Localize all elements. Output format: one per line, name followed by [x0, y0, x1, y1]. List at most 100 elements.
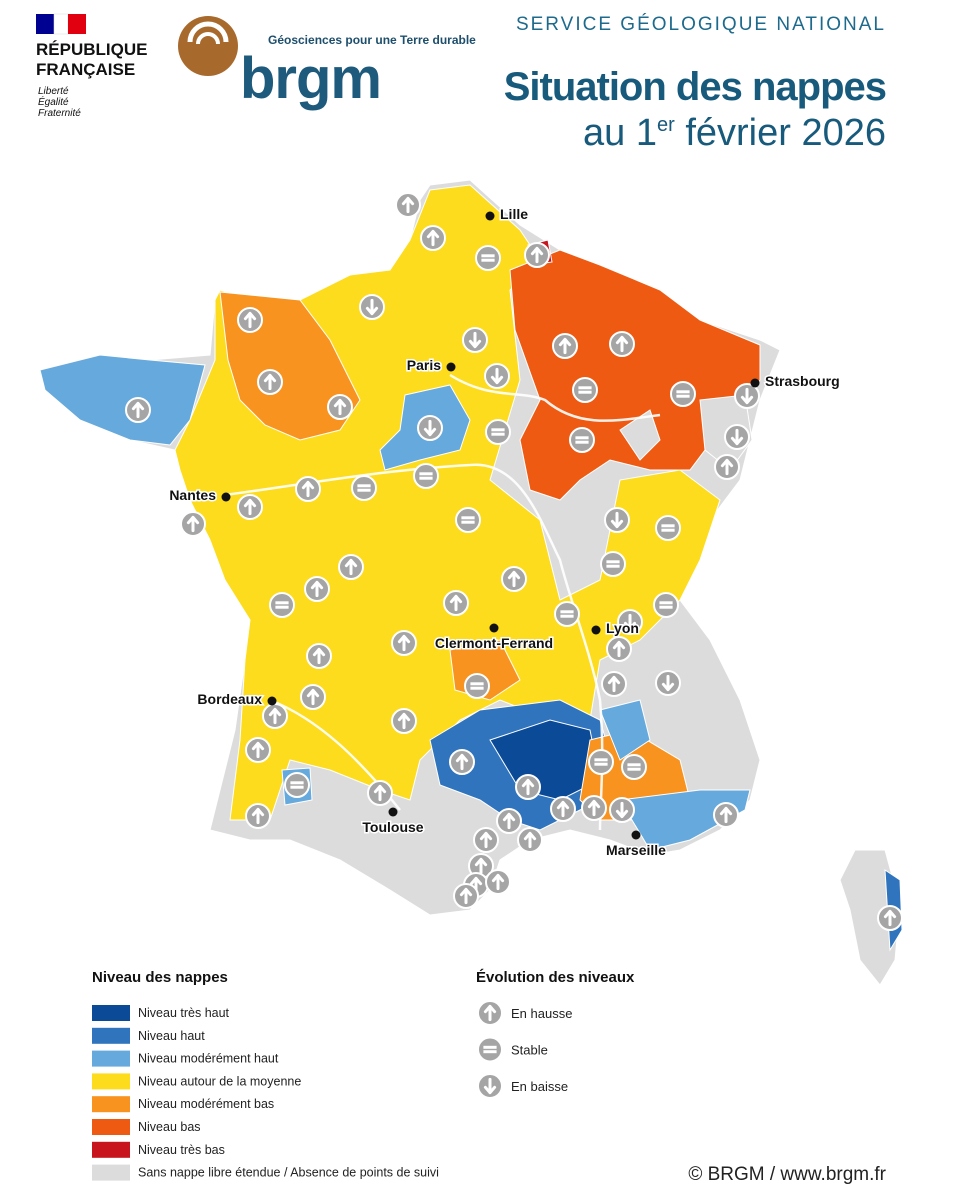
- evolution-label: Stable: [511, 1043, 548, 1058]
- legend-swatch: [92, 1005, 130, 1021]
- trend-down: [365, 298, 379, 316]
- trend-up: [373, 784, 387, 802]
- trend-up: [263, 373, 277, 391]
- trend-up: [483, 1004, 497, 1022]
- legend-label: Niveau modérément bas: [138, 1097, 274, 1111]
- trend-down: [468, 331, 482, 349]
- trend-up: [556, 800, 570, 818]
- trend-up: [426, 229, 440, 247]
- legend-label: Niveau autour de la moyenne: [138, 1074, 301, 1088]
- flag-red: [68, 14, 86, 34]
- trend-up: [397, 712, 411, 730]
- trend-up: [306, 688, 320, 706]
- trend-up: [612, 640, 626, 658]
- city-dot: [750, 378, 760, 388]
- trend-icon: [670, 381, 696, 407]
- city-dot: [388, 807, 398, 817]
- trend-down: [730, 428, 744, 446]
- trend-down: [661, 674, 675, 692]
- brgm-tagline: Géosciences pour une Terre durable: [268, 33, 476, 47]
- evolution-label: En baisse: [511, 1079, 568, 1094]
- trend-up: [131, 401, 145, 419]
- trend-up: [558, 337, 572, 355]
- trend-up: [587, 799, 601, 817]
- trend-icon: [569, 427, 595, 453]
- city-dot: [485, 211, 495, 221]
- city-label: Lyon: [606, 620, 639, 636]
- trend-icon: [477, 1036, 503, 1063]
- legend-swatch: [92, 1141, 130, 1158]
- legend-label: Sans nappe libre étendue / Absence de po…: [138, 1166, 439, 1180]
- trend-up: [530, 246, 544, 264]
- trend-up: [459, 887, 473, 905]
- river: [449, 373, 661, 422]
- trend-up: [301, 480, 315, 498]
- legend-title: Niveau des nappes: [92, 969, 228, 986]
- trend-up: [455, 753, 469, 771]
- city-label: Marseille: [606, 842, 666, 858]
- brgm-logo-arc: [187, 21, 229, 43]
- motto: Égalité: [38, 95, 69, 108]
- republique-line: RÉPUBLIQUE: [36, 40, 147, 59]
- subtitle-sup: er: [657, 114, 675, 136]
- region: [599, 699, 651, 761]
- trend-icon: [475, 245, 501, 271]
- trend-icon: [413, 463, 439, 489]
- legend-swatch: [92, 1073, 130, 1090]
- trend-up: [312, 647, 326, 665]
- city-label: Toulouse: [362, 819, 423, 835]
- legend-label: Niveau modérément haut: [138, 1052, 279, 1066]
- region: [39, 354, 206, 446]
- subtitle: au 1er février 2026: [583, 112, 886, 154]
- city-dot: [221, 492, 231, 502]
- subtitle-start: au 1: [583, 112, 657, 154]
- flag-white: [53, 13, 69, 35]
- trend-icon: [653, 592, 679, 618]
- city-dot: [591, 625, 601, 635]
- trend-up: [310, 580, 324, 598]
- trend-up: [186, 515, 200, 533]
- evolution-legend: En hausse Stable En baisse: [477, 1000, 572, 1099]
- trend-icon: [284, 772, 310, 798]
- trend-up: [268, 707, 282, 725]
- city-label: Nantes: [169, 487, 216, 503]
- city-label: Clermont-Ferrand: [435, 635, 553, 651]
- legend-swatch: [92, 1164, 130, 1181]
- legend-label: Niveau très bas: [138, 1143, 225, 1157]
- trend-icon: [621, 754, 647, 780]
- trend-down: [423, 419, 437, 437]
- legend-label: Niveau bas: [138, 1120, 201, 1134]
- legend-label: Niveau haut: [138, 1029, 205, 1043]
- republique-line: FRANÇAISE: [36, 60, 135, 79]
- region: [839, 849, 901, 986]
- trend-icon: [464, 673, 490, 699]
- trend-icon: [600, 551, 626, 577]
- region: [619, 789, 751, 851]
- trend-icon: [588, 749, 614, 775]
- service-name: SERVICE GÉOLOGIQUE NATIONAL: [516, 14, 886, 35]
- evolution-label: En hausse: [511, 1006, 572, 1021]
- city-labels: Lille Paris Strasbourg Nantes Lyon Clermont-F…: [168, 205, 841, 860]
- city-label: Bordeaux: [197, 691, 262, 707]
- city-dot: [489, 623, 499, 633]
- trend-icon: [655, 515, 681, 541]
- trend-down: [610, 511, 624, 529]
- legend: Niveau très haut Niveau haut Niveau modéré…: [92, 1005, 439, 1181]
- trend-icons: [125, 192, 903, 931]
- trend-up: [344, 558, 358, 576]
- trend-up: [883, 909, 897, 927]
- trend-down: [615, 801, 629, 819]
- trend-up: [720, 458, 734, 476]
- trend-up: [719, 806, 733, 824]
- legend-swatch: [92, 1050, 130, 1067]
- trend-up: [479, 831, 493, 849]
- trend-icon: [455, 507, 481, 533]
- trend-icon: [572, 377, 598, 403]
- trend-icon: [485, 419, 511, 445]
- trend-up: [523, 831, 537, 849]
- brgm-logo-text: brgm: [240, 46, 381, 111]
- motto: Fraternité: [38, 108, 81, 119]
- trend-down: [623, 613, 637, 631]
